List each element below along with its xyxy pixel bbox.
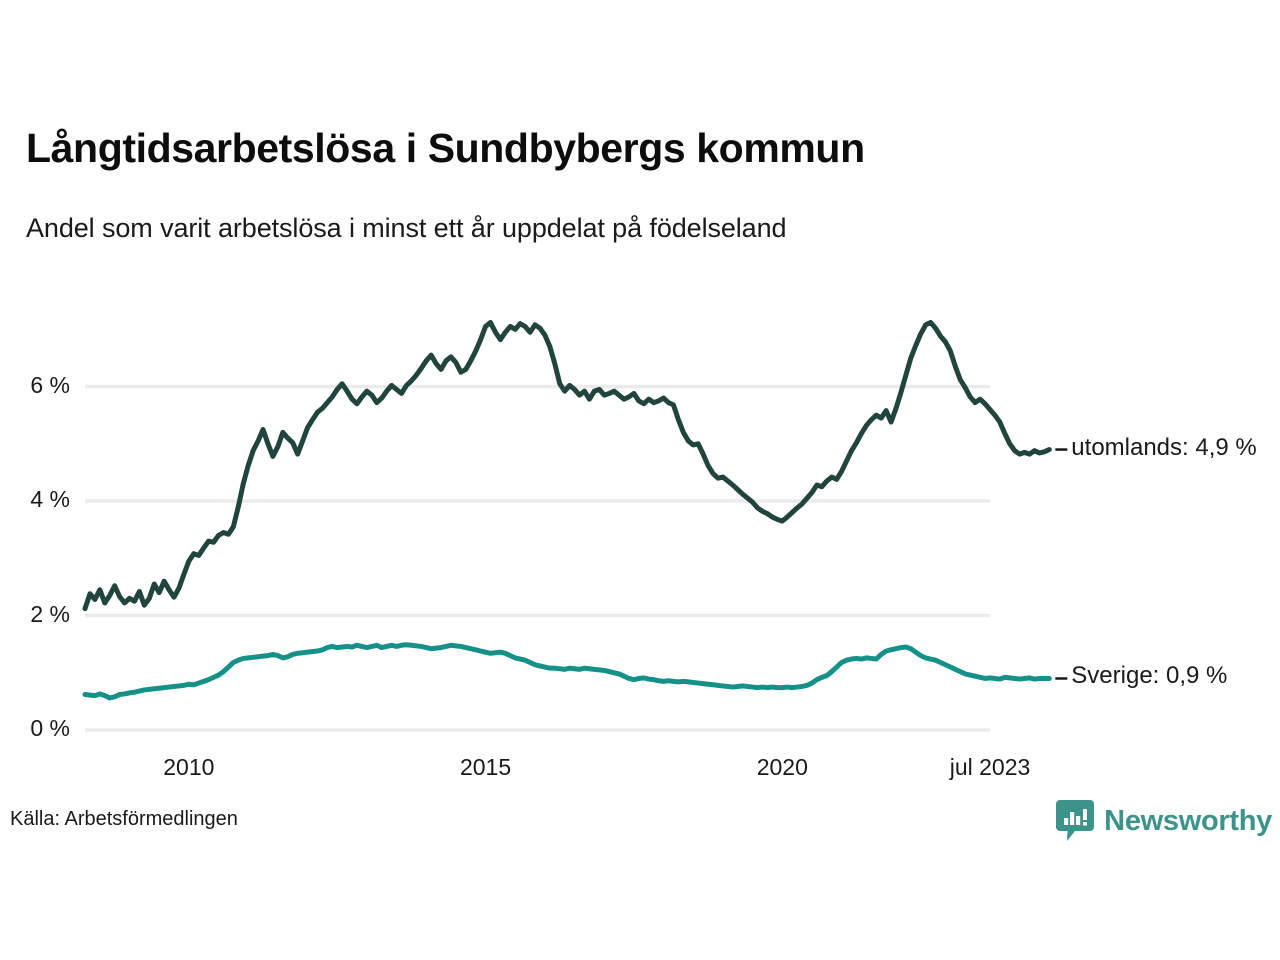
newsworthy-bubble-chart-icon (1056, 800, 1095, 841)
series-line-sverige (82, 642, 1052, 701)
series-paths (82, 319, 1052, 701)
x-axis-tick-label: 2010 (163, 754, 215, 780)
series-line-utomlands (82, 319, 1052, 612)
page-title: Långtidsarbetslösa i Sundbybergs kommun (26, 125, 865, 171)
y-axis-tick-label: 2 % (30, 600, 70, 627)
series-label-utomlands: utomlands: 4,9 % (1071, 433, 1257, 461)
x-axis-tick-label: 2015 (459, 754, 512, 780)
y-axis-tick-label: 4 % (30, 486, 70, 513)
gridlines (85, 384, 990, 732)
source-credit: Källa: Arbetsförmedlingen (10, 808, 238, 830)
newsworthy-wordmark: Newsworthy (1104, 804, 1272, 837)
y-axis-tick-label: 0 % (30, 715, 70, 741)
y-axis-tick-label: 6 % (30, 371, 70, 398)
legend-connector-dashes (1055, 448, 1068, 680)
series-label-sverige: Sverige: 0,9 % (1071, 662, 1228, 690)
x-axis-tick-label: jul 2023 (949, 754, 1031, 780)
page-subtitle: Andel som varit arbetslösa i minst ett å… (26, 213, 787, 243)
newsworthy-logo: Newsworthy (1055, 799, 1272, 843)
x-axis-tick-label: 2020 (756, 754, 808, 780)
